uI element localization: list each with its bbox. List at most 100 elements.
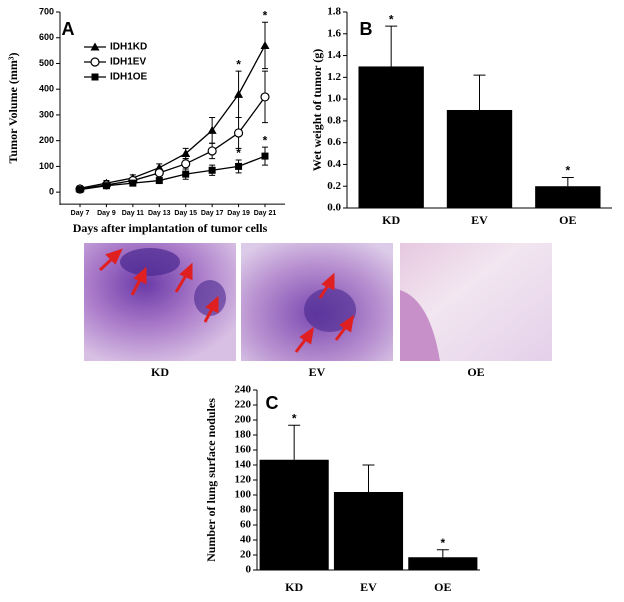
y-tick-label: 200	[39, 135, 54, 145]
y-tick-label: 700	[39, 6, 54, 16]
data-point	[181, 149, 191, 158]
data-point	[129, 179, 137, 187]
series-line	[79, 45, 266, 189]
y-tick-label: 500	[39, 58, 54, 68]
significance: *	[236, 57, 241, 71]
y-axis-title: Number of lung surface nodules	[204, 398, 218, 562]
y-axis-title: Wet weight of tumor (g)	[310, 49, 324, 171]
bar	[535, 186, 601, 208]
arrows	[98, 248, 355, 353]
y-tick-label: 140	[235, 459, 252, 471]
x-tick-label: Day 17	[201, 210, 224, 217]
y-tick-label: 1.0	[327, 93, 341, 105]
y-tick-label: 0.2	[327, 180, 341, 192]
legend-marker	[91, 73, 99, 81]
y-tick-label: 1.8	[327, 6, 341, 18]
histology-images	[84, 243, 552, 361]
panel-label: B	[360, 19, 373, 39]
y-tick-label: 100	[39, 161, 54, 171]
y-tick-label: 400	[39, 84, 54, 94]
legend-label: IDH1EV	[110, 57, 146, 68]
x-tick-label: Day 11	[122, 210, 144, 217]
x-tick-label: OE	[434, 580, 451, 594]
y-tick-label: 200	[235, 414, 252, 426]
data-point	[260, 92, 270, 102]
y-tick-label: 20	[240, 549, 252, 561]
data-point	[181, 159, 191, 169]
image-label: KD	[151, 365, 169, 379]
data-point	[233, 128, 244, 138]
data-point	[207, 146, 217, 156]
x-tick-label: EV	[471, 213, 488, 227]
legend-label: IDH1KD	[110, 42, 147, 53]
nodule	[304, 288, 356, 332]
x-tick-label: Day 15	[174, 210, 197, 217]
data-point	[207, 125, 217, 134]
x-axis-title: Days after implantation of tumor cells	[73, 221, 268, 235]
series-line	[79, 96, 266, 190]
y-tick-label: 1.6	[327, 27, 341, 39]
x-tick-label: KD	[382, 213, 400, 227]
y-tick-label: 0.4	[327, 158, 341, 170]
y-tick-label: 0.8	[327, 114, 341, 126]
y-tick-label: 0	[246, 564, 252, 576]
significance: *	[565, 164, 570, 178]
image-label: OE	[467, 365, 484, 379]
data-point	[208, 166, 216, 174]
image-label: EV	[309, 365, 326, 379]
data-point	[102, 182, 110, 190]
data-point	[155, 177, 163, 185]
significance: *	[440, 536, 445, 550]
y-tick-label: 600	[39, 32, 54, 42]
significance: *	[292, 411, 297, 425]
y-tick-label: 80	[240, 504, 252, 516]
x-tick-label: KD	[285, 580, 303, 594]
significance: *	[263, 133, 268, 147]
x-tick-label: Day 9	[97, 210, 116, 217]
x-tick-label: Day 19	[227, 210, 250, 217]
tissue	[400, 290, 440, 361]
data-point	[182, 170, 190, 178]
y-tick-label: 300	[39, 109, 54, 119]
x-tick-label: Day 7	[71, 210, 90, 217]
data-point	[260, 40, 270, 49]
data-point	[235, 162, 243, 170]
error-bar	[561, 177, 574, 187]
y-tick-label: 240	[235, 384, 252, 396]
x-tick-label: Day 13	[148, 210, 171, 217]
error-bar	[473, 74, 486, 110]
bar	[446, 110, 513, 208]
y-tick-label: 100	[235, 489, 252, 501]
error-bar	[436, 549, 449, 558]
nodule	[120, 248, 180, 276]
y-tick-label: 0	[49, 187, 54, 197]
x-tick-label: OE	[559, 213, 576, 227]
x-tick-label: EV	[360, 580, 377, 594]
y-tick-label: 160	[235, 444, 252, 456]
bar	[259, 459, 329, 570]
y-axis-title: Tumor Volume (mm³)	[6, 53, 20, 164]
data-point	[234, 89, 244, 98]
y-tick-label: 1.2	[327, 71, 341, 83]
y-tick-label: 180	[235, 429, 252, 441]
error-bar	[385, 25, 398, 67]
panel-label: A	[62, 19, 75, 39]
data-point	[76, 186, 84, 194]
data-point	[261, 152, 269, 160]
data-point	[154, 168, 164, 178]
y-tick-label: 220	[235, 399, 252, 411]
significance: *	[389, 12, 394, 26]
legend-marker	[90, 42, 100, 51]
significance: *	[236, 146, 241, 160]
y-tick-label: 120	[235, 474, 252, 486]
x-tick-label: Day 21	[254, 210, 277, 217]
bar	[333, 492, 404, 570]
bar	[358, 66, 424, 208]
y-tick-label: 0.6	[327, 136, 341, 148]
error-bar	[362, 464, 375, 492]
bar	[408, 557, 478, 570]
y-tick-label: 0.0	[327, 202, 341, 214]
error-bar	[288, 424, 301, 460]
y-tick-label: 60	[240, 519, 252, 531]
